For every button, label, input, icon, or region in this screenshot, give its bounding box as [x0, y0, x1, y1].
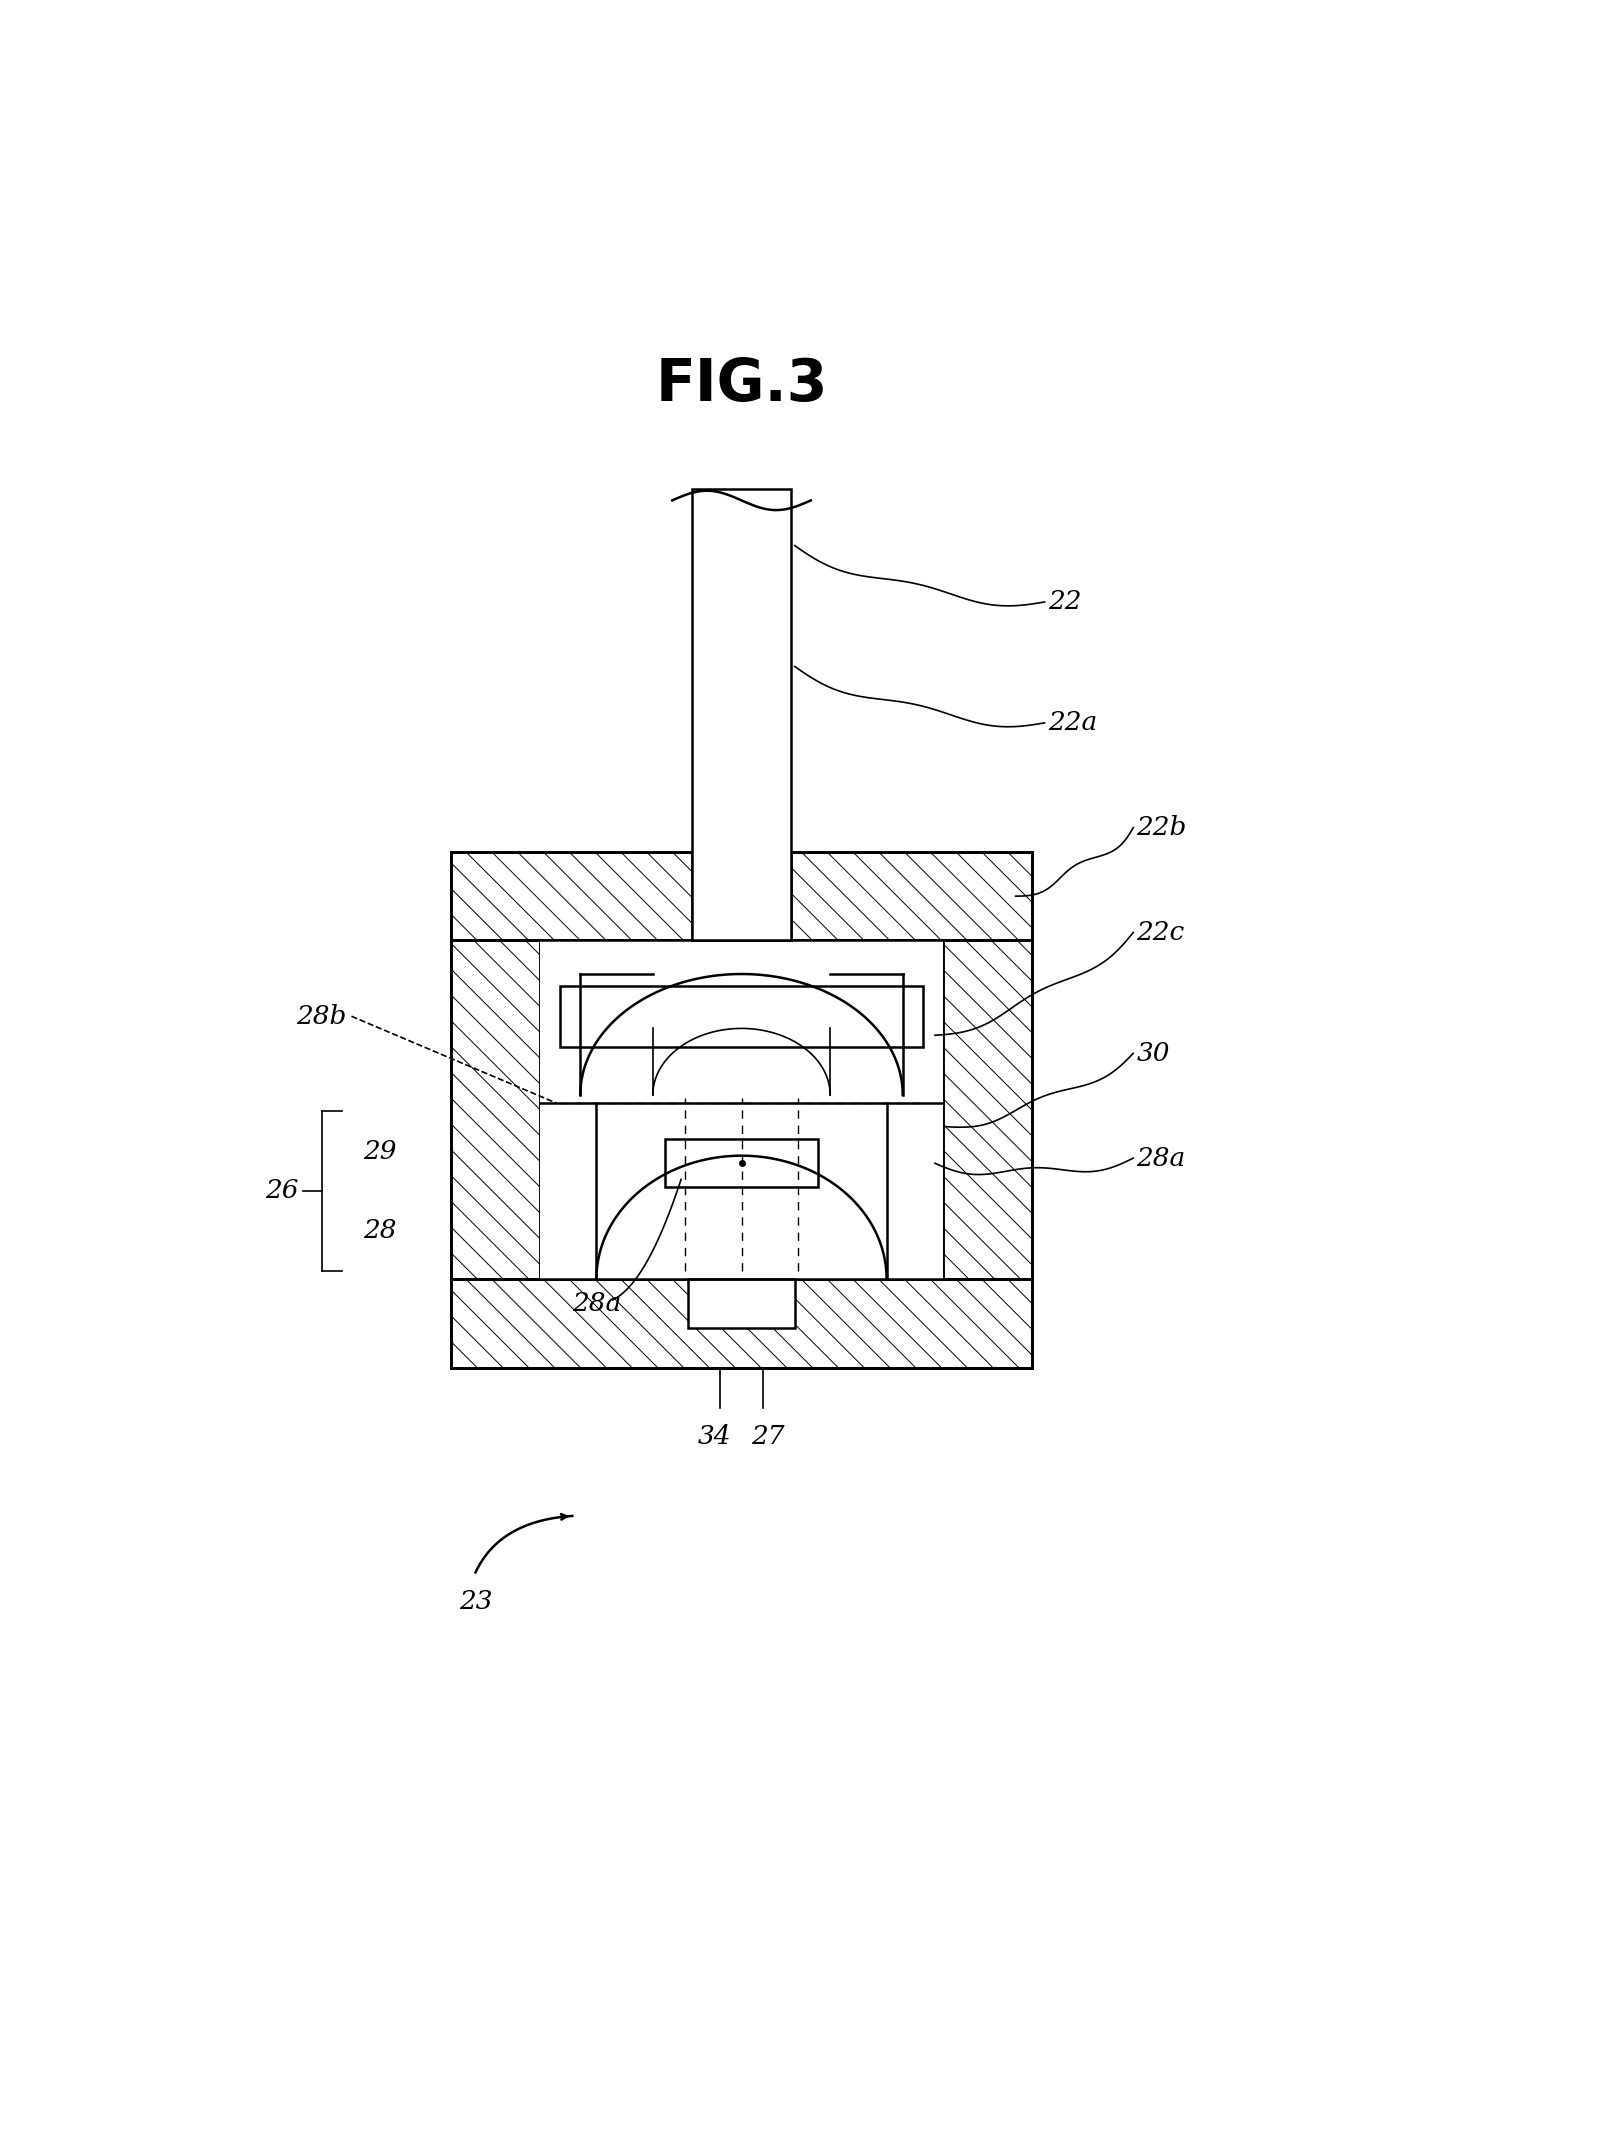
Bar [451, 851, 1032, 1368]
Bar [943, 940, 1032, 1280]
Bar [692, 489, 791, 940]
Text: 22b: 22b [1136, 815, 1186, 840]
Bar [666, 1140, 819, 1187]
Bar [943, 940, 1032, 1280]
Text: 27: 27 [751, 1424, 785, 1448]
Bar [451, 851, 1032, 940]
Text: 28a: 28a [572, 1291, 622, 1317]
Text: 34: 34 [698, 1424, 732, 1448]
Text: 26: 26 [264, 1179, 298, 1202]
Bar [561, 987, 924, 1047]
Bar [666, 1140, 819, 1187]
Bar [451, 1280, 1032, 1368]
Text: 28b: 28b [297, 1004, 347, 1028]
Bar [451, 940, 540, 1280]
Bar [451, 851, 1032, 940]
Bar [692, 851, 791, 940]
Bar [540, 940, 943, 1280]
Text: 28: 28 [363, 1218, 397, 1243]
Bar [688, 1280, 795, 1327]
Bar [451, 940, 540, 1280]
Text: FIG.3: FIG.3 [656, 356, 827, 414]
Text: 22a: 22a [1048, 711, 1098, 735]
Bar [451, 1280, 1032, 1368]
Text: 22: 22 [1048, 590, 1082, 614]
Text: 28a: 28a [1136, 1146, 1186, 1170]
Text: 22c: 22c [1136, 920, 1185, 944]
Text: 30: 30 [1136, 1041, 1170, 1067]
Text: 29: 29 [363, 1138, 397, 1164]
Text: 23: 23 [459, 1588, 492, 1614]
